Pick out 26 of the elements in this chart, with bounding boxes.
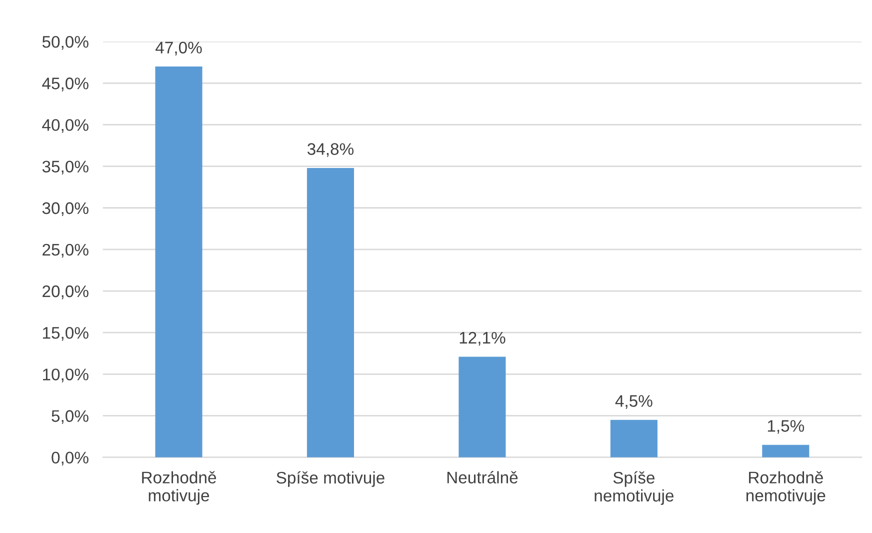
- x-tick-label: Spíše motivuje: [276, 471, 384, 487]
- data-label: 1,5%: [768, 420, 804, 434]
- x-tick-label: Neutrálně: [447, 471, 518, 484]
- x-tick-label: Rozhodně nemotivuje: [746, 471, 826, 505]
- bar: [306, 168, 354, 458]
- data-label: 47,0%: [156, 42, 202, 56]
- y-tick-label: 15,0%: [43, 326, 88, 341]
- data-label: 12,1%: [460, 332, 506, 346]
- x-tick-label: Rozhodně motivuje: [142, 471, 216, 505]
- y-tick-label: 5,0%: [52, 410, 88, 424]
- y-tick-label: 40,0%: [42, 119, 88, 133]
- y-tick-label: 0,0%: [52, 452, 88, 466]
- bar: [610, 420, 658, 458]
- y-tick-label: 20,0%: [42, 285, 88, 300]
- y-tick-label: 30,0%: [42, 202, 88, 216]
- y-tick-label: 25,0%: [42, 244, 88, 258]
- data-label: 4,5%: [615, 395, 652, 409]
- x-tick-label: Spíše nemotivuje: [594, 471, 674, 505]
- y-tick-label: 45,0%: [42, 78, 88, 92]
- y-tick-label: 50,0%: [42, 36, 88, 50]
- bar: [458, 356, 506, 458]
- data-label: 34,8%: [307, 143, 354, 157]
- y-tick-label: 35,0%: [42, 160, 88, 174]
- bar: [155, 66, 202, 458]
- y-tick-label: 10,0%: [43, 368, 88, 382]
- bar: [762, 444, 810, 458]
